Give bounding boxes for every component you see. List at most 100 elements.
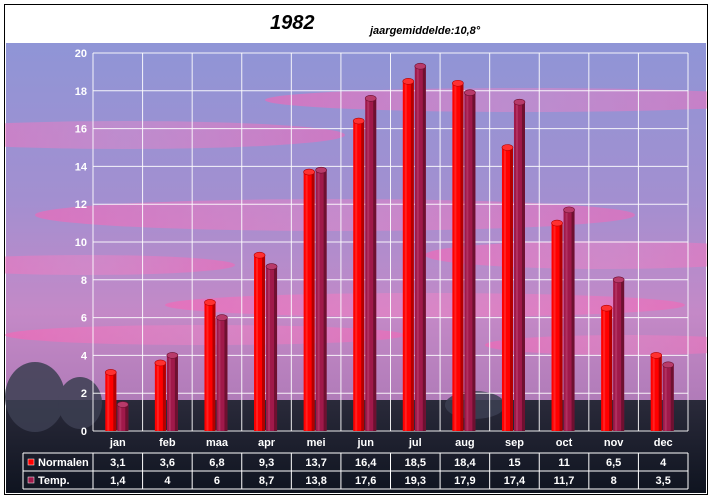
bar-cap — [650, 352, 663, 359]
bar-body — [254, 255, 266, 431]
bar-body — [365, 98, 377, 432]
data-cell: 6,5 — [606, 457, 621, 469]
bar-shade — [274, 266, 278, 431]
y-tick-label: 2 — [81, 388, 87, 400]
data-cell: 6,8 — [209, 457, 224, 469]
bars — [104, 62, 675, 432]
category-label-feb: feb — [159, 437, 176, 449]
category-label-mei: mei — [307, 437, 326, 449]
bar-shade — [621, 279, 625, 431]
bar-body — [601, 308, 613, 431]
y-tick-label: 18 — [75, 86, 87, 98]
bar-highlight — [156, 362, 159, 431]
bar-temp-maa — [216, 314, 228, 431]
y-tick-label: 16 — [75, 124, 87, 136]
data-cell: 15 — [508, 457, 520, 469]
bar-normalen-aug — [452, 79, 464, 432]
bar-cap — [166, 352, 179, 359]
data-cell: 9,3 — [259, 457, 274, 469]
bar-shade — [323, 170, 327, 431]
bar-cap — [253, 251, 266, 259]
data-cell: 13,8 — [305, 475, 326, 487]
bar-normalen-apr — [253, 251, 266, 431]
bar-shade — [410, 81, 414, 431]
bar-body — [117, 404, 129, 431]
bar-shade — [609, 308, 613, 431]
bar-highlight — [565, 209, 568, 431]
bar-highlight — [404, 81, 407, 431]
bar-body — [353, 121, 365, 431]
bar-shade — [521, 102, 525, 431]
bar-cap — [104, 369, 117, 376]
bar-shade — [125, 404, 129, 431]
bar-body — [105, 372, 117, 431]
category-label-nov: nov — [604, 437, 624, 449]
category-label-jul: jul — [408, 437, 422, 449]
bar-temp-nov — [612, 276, 625, 431]
data-cell: 3,6 — [160, 457, 175, 469]
bar-shade — [472, 92, 476, 431]
bar-normalen-sep — [501, 144, 514, 431]
bar-highlight — [603, 308, 606, 431]
bar-highlight — [107, 372, 110, 431]
data-cell: 8 — [611, 475, 617, 487]
bar-temp-jan — [116, 401, 129, 431]
bar-cap — [116, 401, 129, 408]
bar-cap — [265, 263, 278, 270]
bar-temp-apr — [265, 263, 278, 431]
y-axis-ticks: 0 2 4 6 8 10 12 14 16 18 20 — [75, 48, 88, 438]
bar-temp-feb — [166, 352, 179, 431]
bar-body — [662, 364, 674, 431]
y-tick-label: 4 — [81, 350, 88, 362]
bar-shade — [509, 147, 513, 431]
data-cell: 3,5 — [656, 475, 671, 487]
legend-label-temp: Temp. — [38, 475, 70, 487]
bar-shade — [162, 362, 166, 431]
chart-frame: 1982 jaargemiddelde:10,8° 0 2 4 6 8 10 12 14 16 1… — [4, 4, 708, 495]
category-label-apr: apr — [258, 437, 276, 449]
bar-body — [464, 92, 476, 431]
bar-cap — [501, 144, 514, 151]
data-cell: 18,4 — [454, 457, 476, 469]
x-axis-categories: jan feb maa apr mei jun jul aug sep oct nov dec — [109, 437, 673, 449]
data-cell: 4 — [660, 457, 667, 469]
bar-body — [513, 102, 525, 431]
data-cell: 11 — [558, 457, 570, 469]
bar-shade — [113, 372, 117, 431]
bar-cap — [452, 79, 464, 87]
bar-normalen-jan — [104, 369, 117, 431]
bar-highlight — [367, 98, 370, 432]
bar-normalen-feb — [154, 359, 167, 431]
legend-swatch-temp — [27, 476, 35, 484]
y-tick-label: 12 — [75, 199, 87, 211]
bar-shade — [670, 364, 674, 431]
bar-highlight — [652, 355, 655, 431]
category-label-oct: oct — [556, 437, 573, 449]
bar-shade — [224, 317, 228, 431]
bar-shade — [658, 355, 662, 431]
bar-normalen-maa — [204, 299, 216, 431]
bar-cap — [204, 299, 216, 306]
bar-cap — [402, 78, 415, 85]
bar-temp-sep — [513, 98, 526, 431]
bar-body — [154, 362, 166, 431]
bar-body — [166, 355, 178, 431]
bar-highlight — [119, 404, 122, 431]
bar-cap — [414, 62, 427, 70]
category-label-dec: dec — [654, 437, 673, 449]
data-cell: 4 — [164, 475, 171, 487]
bar-highlight — [256, 255, 259, 431]
data-cell: 3,1 — [110, 457, 125, 469]
bar-cap — [216, 314, 228, 321]
category-label-sep: sep — [505, 437, 524, 449]
bar-normalen-oct — [551, 219, 563, 431]
chart-title: 1982 — [270, 12, 315, 34]
bar-cap — [612, 276, 625, 284]
bar-body — [402, 81, 414, 431]
bar-cap — [352, 117, 365, 125]
bar-temp-mei — [315, 166, 327, 431]
bar-normalen-jul — [402, 78, 415, 431]
bar-body — [501, 147, 513, 431]
bar-shade — [262, 255, 266, 431]
y-tick-label: 14 — [75, 161, 88, 173]
